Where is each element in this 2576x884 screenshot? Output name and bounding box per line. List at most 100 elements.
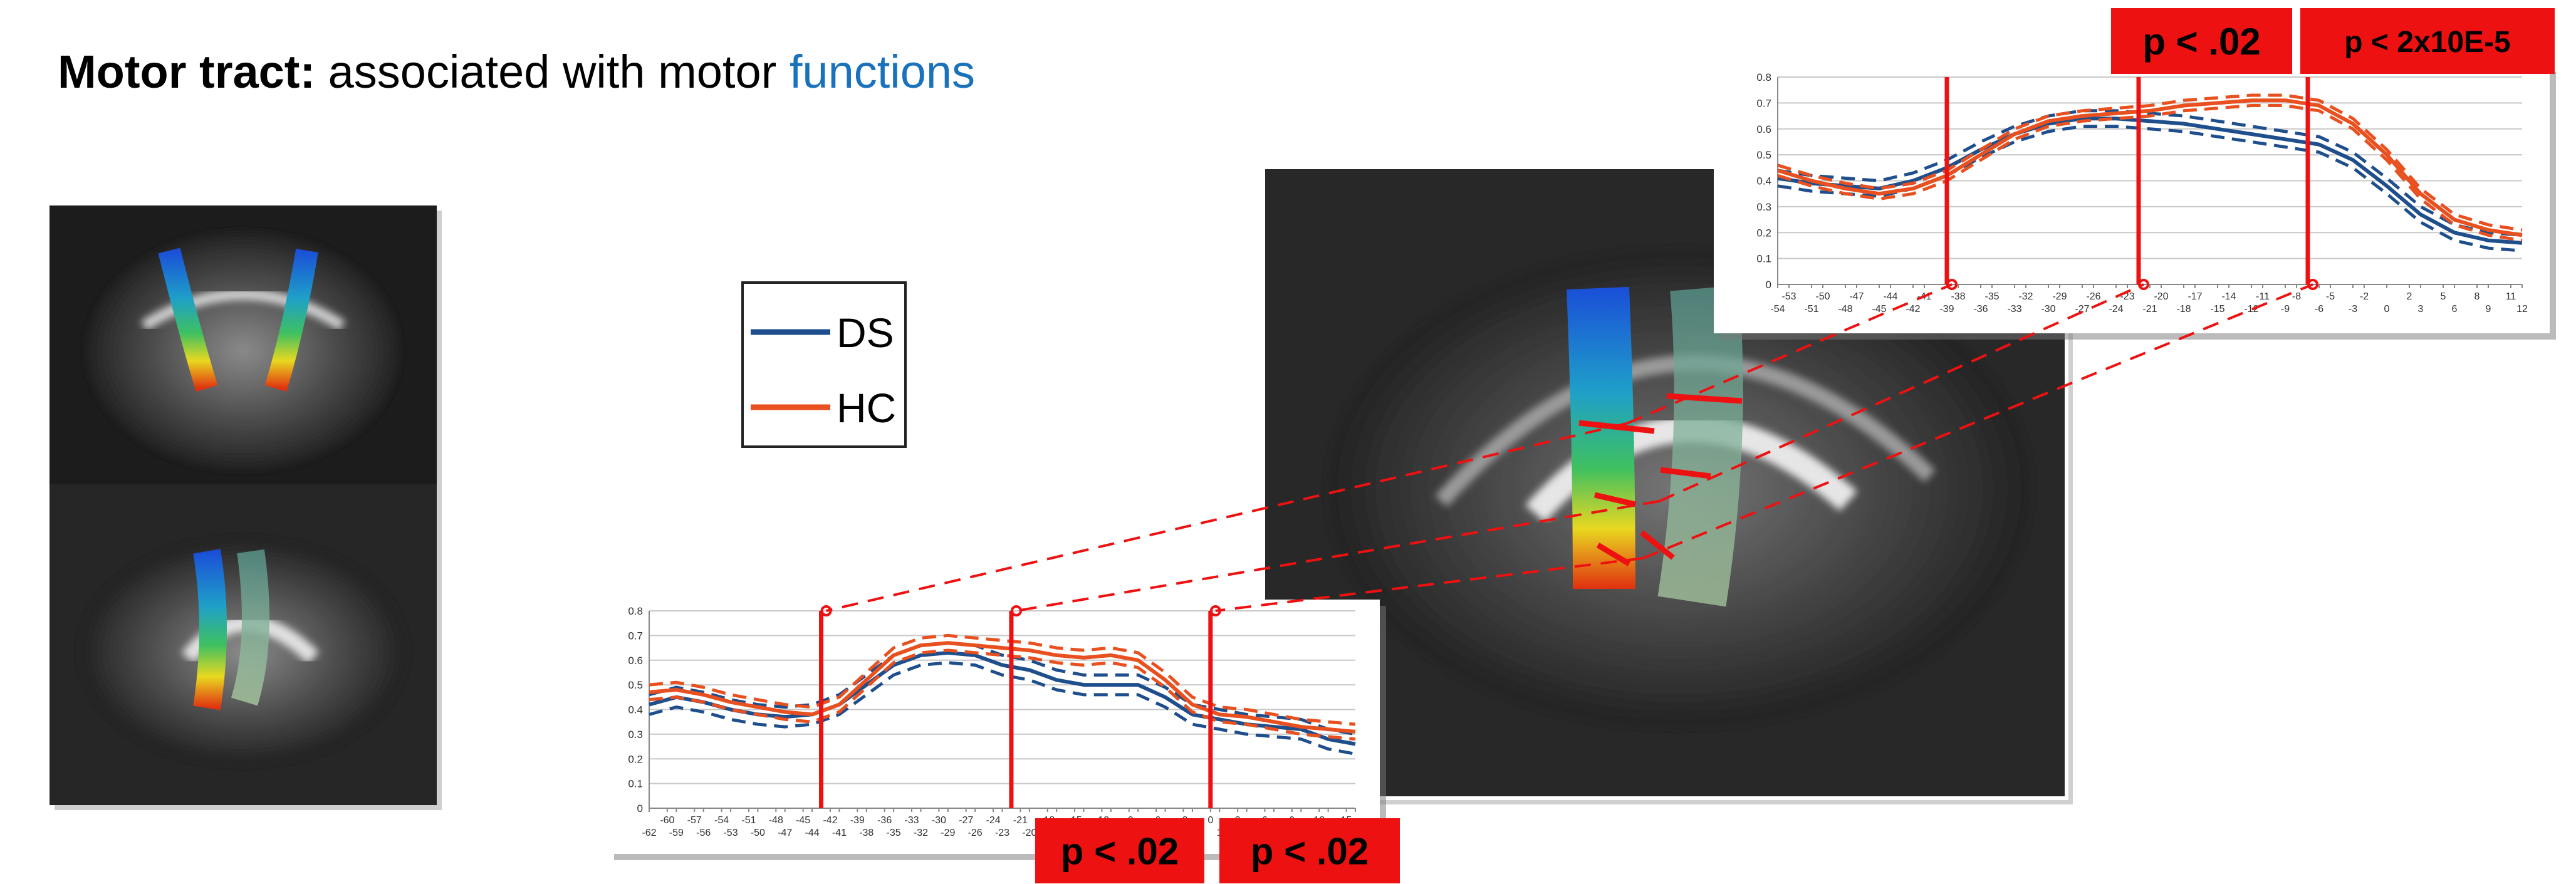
x-tick-label: 11 <box>2506 291 2516 302</box>
x-tick-label: 12 <box>2516 304 2528 315</box>
y-tick-label: 0.1 <box>628 778 643 790</box>
x-tick-label: -17 <box>2188 291 2202 302</box>
x-tick-label: -8 <box>2292 291 2301 302</box>
x-tick-label: 9 <box>2486 304 2491 315</box>
p-value-label: p < .02 <box>1251 831 1369 873</box>
x-tick-label: -3 <box>2349 304 2357 315</box>
slide-canvas: 00.10.20.30.40.50.60.70.8-54-53-51-50-48… <box>0 0 2576 884</box>
x-tick-label: 6 <box>2452 304 2458 315</box>
x-tick-label: -32 <box>2018 291 2033 302</box>
x-tick-label: -44 <box>1883 291 1897 302</box>
x-tick-label: -38 <box>859 828 873 838</box>
y-tick-label: 0.8 <box>628 605 643 617</box>
x-tick-label: 0 <box>2384 304 2390 315</box>
x-tick-label: -42 <box>1906 304 1920 315</box>
x-tick-label: -23 <box>995 828 1009 838</box>
x-tick-label: -9 <box>2281 304 2290 315</box>
y-tick-label: 0.7 <box>628 630 643 642</box>
x-tick-label: 2 <box>2407 291 2412 302</box>
x-tick-label: -50 <box>1815 291 1830 302</box>
title-bold: Motor tract: <box>58 46 315 98</box>
x-tick-label: 3 <box>2418 304 2424 315</box>
p-value-label: p < .02 <box>2142 21 2260 63</box>
x-tick-label: -62 <box>642 828 656 838</box>
tract <box>207 551 213 708</box>
y-tick-label: 0.5 <box>628 679 643 691</box>
slide: {"title": {"bold": "Motor tract:", "text… <box>0 0 2576 884</box>
x-tick-label: -20 <box>1022 828 1036 838</box>
y-tick-label: 0 <box>1766 279 1771 291</box>
x-tick-label: -44 <box>805 828 820 838</box>
x-tick-label: -27 <box>959 815 973 826</box>
title-text: associated with motor <box>315 46 790 98</box>
x-tick-label: -39 <box>850 815 865 826</box>
x-tick-label: -33 <box>904 815 919 826</box>
y-tick-label: 0.6 <box>628 655 643 667</box>
y-tick-label: 0.4 <box>628 704 643 716</box>
y-tick-label: 0.5 <box>1756 149 1771 161</box>
x-tick-label: -41 <box>832 828 847 838</box>
x-tick-label: -36 <box>877 815 892 826</box>
x-tick-label: -26 <box>2086 291 2100 302</box>
x-tick-label: -24 <box>2109 304 2123 315</box>
y-tick-label: 0.1 <box>1756 253 1771 265</box>
x-tick-label: -54 <box>714 815 729 826</box>
y-tick-label: 0.4 <box>1756 175 1771 187</box>
x-tick-label: -36 <box>1973 304 1988 315</box>
p-value-label: p < .02 <box>1061 831 1179 873</box>
x-tick-label: -30 <box>932 815 946 826</box>
legend-label: DS <box>837 309 894 356</box>
y-tick-label: 0.3 <box>1756 201 1771 213</box>
tract <box>1692 288 1709 601</box>
x-tick-label: -5 <box>2326 291 2335 302</box>
x-tick-label: -54 <box>1770 304 1785 315</box>
x-tick-label: -26 <box>968 828 983 838</box>
brain-slice <box>86 232 400 470</box>
x-tick-label: -21 <box>1013 815 1028 826</box>
x-tick-label: 5 <box>2441 291 2446 302</box>
x-tick-label: -45 <box>796 815 810 826</box>
x-tick-label: -51 <box>1804 304 1818 315</box>
x-tick-label: -15 <box>2210 304 2224 315</box>
x-tick-label: -51 <box>741 815 756 826</box>
x-tick-label: -6 <box>2315 304 2323 315</box>
y-tick-label: 0 <box>637 803 643 814</box>
brain-images-left <box>50 205 442 810</box>
x-tick-label: -12 <box>2244 304 2258 315</box>
x-tick-label: -48 <box>769 815 783 826</box>
x-tick-label: -59 <box>669 828 684 838</box>
x-tick-label: -35 <box>887 828 901 838</box>
x-tick-label: -53 <box>723 828 738 838</box>
x-tick-label: -50 <box>751 828 765 838</box>
y-tick-label: 0.8 <box>1756 71 1771 83</box>
x-tick-label: -18 <box>2176 304 2191 315</box>
line-chart: 00.10.20.30.40.50.60.70.8-54-53-51-50-48… <box>1714 66 2556 340</box>
x-tick-label: -35 <box>1984 291 1999 302</box>
x-tick-label: -24 <box>986 815 1000 826</box>
y-tick-label: 0.3 <box>628 729 643 741</box>
y-tick-label: 0.2 <box>628 753 643 765</box>
y-tick-label: 0.7 <box>1756 97 1771 109</box>
legend-label: HC <box>837 385 896 431</box>
x-tick-label: -33 <box>2007 304 2021 315</box>
x-tick-label: 0 <box>1207 815 1213 826</box>
x-tick-label: -47 <box>1849 291 1864 302</box>
x-tick-label: -29 <box>2052 291 2067 302</box>
x-tick-label: -53 <box>1781 291 1796 302</box>
x-tick-label: -48 <box>1838 304 1852 315</box>
x-tick-label: -47 <box>778 828 792 838</box>
x-tick-label: -30 <box>2041 304 2055 315</box>
x-tick-label: -2 <box>2360 291 2369 302</box>
x-tick-label: -42 <box>823 815 837 826</box>
x-tick-label: -57 <box>687 815 702 826</box>
x-tick-label: -45 <box>1872 304 1886 315</box>
x-tick-label: -39 <box>1939 304 1954 315</box>
x-tick-label: -29 <box>941 828 955 838</box>
title-highlight: functions <box>790 46 975 98</box>
x-tick-label: -32 <box>914 828 928 838</box>
tract <box>244 551 256 702</box>
x-tick-label: -56 <box>696 828 711 838</box>
slide-title: Motor tract: associated with motor funct… <box>58 45 975 98</box>
x-tick-label: -14 <box>2221 291 2236 302</box>
x-tick-label: -38 <box>1951 291 1965 302</box>
